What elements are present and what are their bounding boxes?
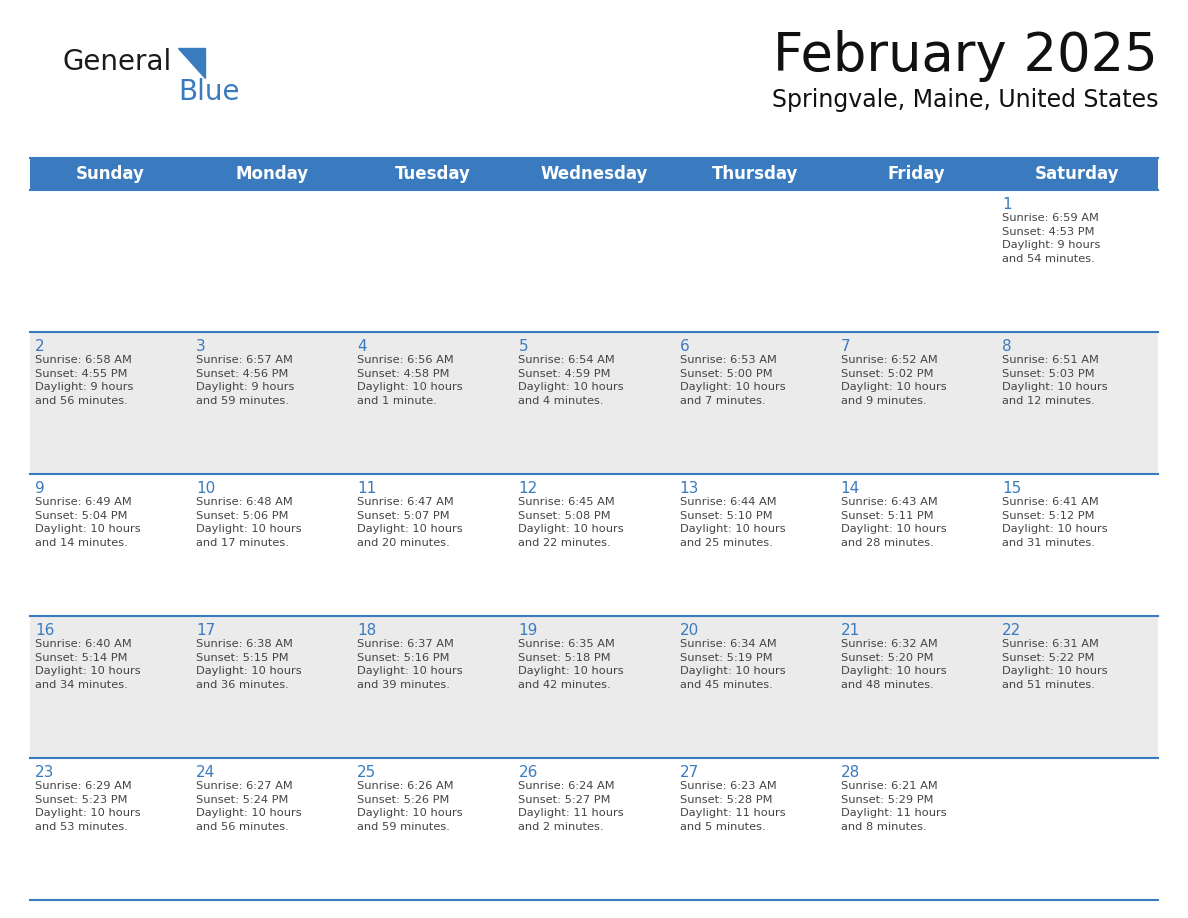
Text: 4: 4 <box>358 339 367 354</box>
Bar <box>30 616 1158 758</box>
Text: Sunrise: 6:58 AM
Sunset: 4:55 PM
Daylight: 9 hours
and 56 minutes.: Sunrise: 6:58 AM Sunset: 4:55 PM Dayligh… <box>34 355 133 406</box>
Text: 8: 8 <box>1001 339 1011 354</box>
Text: Sunrise: 6:29 AM
Sunset: 5:23 PM
Daylight: 10 hours
and 53 minutes.: Sunrise: 6:29 AM Sunset: 5:23 PM Dayligh… <box>34 781 140 832</box>
Text: Thursday: Thursday <box>712 165 798 183</box>
Text: 5: 5 <box>518 339 527 354</box>
Text: 12: 12 <box>518 481 538 496</box>
Text: Sunrise: 6:26 AM
Sunset: 5:26 PM
Daylight: 10 hours
and 59 minutes.: Sunrise: 6:26 AM Sunset: 5:26 PM Dayligh… <box>358 781 463 832</box>
Text: Sunrise: 6:27 AM
Sunset: 5:24 PM
Daylight: 10 hours
and 56 minutes.: Sunrise: 6:27 AM Sunset: 5:24 PM Dayligh… <box>196 781 302 832</box>
Text: 19: 19 <box>518 623 538 638</box>
Text: Sunrise: 6:59 AM
Sunset: 4:53 PM
Daylight: 9 hours
and 54 minutes.: Sunrise: 6:59 AM Sunset: 4:53 PM Dayligh… <box>1001 213 1100 263</box>
Text: 21: 21 <box>841 623 860 638</box>
Text: Sunrise: 6:54 AM
Sunset: 4:59 PM
Daylight: 10 hours
and 4 minutes.: Sunrise: 6:54 AM Sunset: 4:59 PM Dayligh… <box>518 355 624 406</box>
Text: Sunrise: 6:47 AM
Sunset: 5:07 PM
Daylight: 10 hours
and 20 minutes.: Sunrise: 6:47 AM Sunset: 5:07 PM Dayligh… <box>358 497 463 548</box>
Bar <box>191 158 353 190</box>
Text: 27: 27 <box>680 765 699 780</box>
Text: 22: 22 <box>1001 623 1022 638</box>
Bar <box>30 158 191 190</box>
Text: Blue: Blue <box>178 78 240 106</box>
Text: Sunrise: 6:44 AM
Sunset: 5:10 PM
Daylight: 10 hours
and 25 minutes.: Sunrise: 6:44 AM Sunset: 5:10 PM Dayligh… <box>680 497 785 548</box>
Text: 20: 20 <box>680 623 699 638</box>
Text: 23: 23 <box>34 765 55 780</box>
Text: 26: 26 <box>518 765 538 780</box>
Text: Saturday: Saturday <box>1035 165 1119 183</box>
Text: Sunrise: 6:21 AM
Sunset: 5:29 PM
Daylight: 11 hours
and 8 minutes.: Sunrise: 6:21 AM Sunset: 5:29 PM Dayligh… <box>841 781 947 832</box>
Text: 14: 14 <box>841 481 860 496</box>
Text: Sunrise: 6:35 AM
Sunset: 5:18 PM
Daylight: 10 hours
and 42 minutes.: Sunrise: 6:35 AM Sunset: 5:18 PM Dayligh… <box>518 639 624 689</box>
Text: Sunrise: 6:57 AM
Sunset: 4:56 PM
Daylight: 9 hours
and 59 minutes.: Sunrise: 6:57 AM Sunset: 4:56 PM Dayligh… <box>196 355 295 406</box>
Bar <box>353 158 513 190</box>
Text: Tuesday: Tuesday <box>394 165 470 183</box>
Text: Sunrise: 6:43 AM
Sunset: 5:11 PM
Daylight: 10 hours
and 28 minutes.: Sunrise: 6:43 AM Sunset: 5:11 PM Dayligh… <box>841 497 947 548</box>
Text: Sunrise: 6:34 AM
Sunset: 5:19 PM
Daylight: 10 hours
and 45 minutes.: Sunrise: 6:34 AM Sunset: 5:19 PM Dayligh… <box>680 639 785 689</box>
Text: 28: 28 <box>841 765 860 780</box>
Bar <box>30 190 1158 332</box>
Text: Sunrise: 6:37 AM
Sunset: 5:16 PM
Daylight: 10 hours
and 39 minutes.: Sunrise: 6:37 AM Sunset: 5:16 PM Dayligh… <box>358 639 463 689</box>
Bar <box>513 158 675 190</box>
Text: February 2025: February 2025 <box>773 30 1158 82</box>
Text: Sunrise: 6:32 AM
Sunset: 5:20 PM
Daylight: 10 hours
and 48 minutes.: Sunrise: 6:32 AM Sunset: 5:20 PM Dayligh… <box>841 639 947 689</box>
Text: Sunrise: 6:49 AM
Sunset: 5:04 PM
Daylight: 10 hours
and 14 minutes.: Sunrise: 6:49 AM Sunset: 5:04 PM Dayligh… <box>34 497 140 548</box>
Bar <box>30 332 1158 474</box>
Text: 13: 13 <box>680 481 699 496</box>
Text: 24: 24 <box>196 765 215 780</box>
Bar <box>30 474 1158 616</box>
Text: Sunday: Sunday <box>76 165 145 183</box>
Text: Sunrise: 6:56 AM
Sunset: 4:58 PM
Daylight: 10 hours
and 1 minute.: Sunrise: 6:56 AM Sunset: 4:58 PM Dayligh… <box>358 355 463 406</box>
Text: Sunrise: 6:48 AM
Sunset: 5:06 PM
Daylight: 10 hours
and 17 minutes.: Sunrise: 6:48 AM Sunset: 5:06 PM Dayligh… <box>196 497 302 548</box>
Polygon shape <box>178 48 206 78</box>
Text: 6: 6 <box>680 339 689 354</box>
Text: 25: 25 <box>358 765 377 780</box>
Text: 7: 7 <box>841 339 851 354</box>
Text: Sunrise: 6:45 AM
Sunset: 5:08 PM
Daylight: 10 hours
and 22 minutes.: Sunrise: 6:45 AM Sunset: 5:08 PM Dayligh… <box>518 497 624 548</box>
Text: Sunrise: 6:23 AM
Sunset: 5:28 PM
Daylight: 11 hours
and 5 minutes.: Sunrise: 6:23 AM Sunset: 5:28 PM Dayligh… <box>680 781 785 832</box>
Text: Springvale, Maine, United States: Springvale, Maine, United States <box>771 88 1158 112</box>
Bar <box>835 158 997 190</box>
Text: Sunrise: 6:52 AM
Sunset: 5:02 PM
Daylight: 10 hours
and 9 minutes.: Sunrise: 6:52 AM Sunset: 5:02 PM Dayligh… <box>841 355 947 406</box>
Text: Friday: Friday <box>887 165 946 183</box>
Text: 18: 18 <box>358 623 377 638</box>
Bar <box>997 158 1158 190</box>
Text: Sunrise: 6:41 AM
Sunset: 5:12 PM
Daylight: 10 hours
and 31 minutes.: Sunrise: 6:41 AM Sunset: 5:12 PM Dayligh… <box>1001 497 1107 548</box>
Text: 2: 2 <box>34 339 45 354</box>
Text: 10: 10 <box>196 481 215 496</box>
Text: 1: 1 <box>1001 197 1011 212</box>
Text: 11: 11 <box>358 481 377 496</box>
Text: General: General <box>62 48 171 76</box>
Text: 17: 17 <box>196 623 215 638</box>
Text: Sunrise: 6:40 AM
Sunset: 5:14 PM
Daylight: 10 hours
and 34 minutes.: Sunrise: 6:40 AM Sunset: 5:14 PM Dayligh… <box>34 639 140 689</box>
Bar <box>30 758 1158 900</box>
Text: 3: 3 <box>196 339 206 354</box>
Text: 16: 16 <box>34 623 55 638</box>
Text: Sunrise: 6:31 AM
Sunset: 5:22 PM
Daylight: 10 hours
and 51 minutes.: Sunrise: 6:31 AM Sunset: 5:22 PM Dayligh… <box>1001 639 1107 689</box>
Bar <box>675 158 835 190</box>
Text: Sunrise: 6:38 AM
Sunset: 5:15 PM
Daylight: 10 hours
and 36 minutes.: Sunrise: 6:38 AM Sunset: 5:15 PM Dayligh… <box>196 639 302 689</box>
Text: Monday: Monday <box>235 165 308 183</box>
Text: Sunrise: 6:53 AM
Sunset: 5:00 PM
Daylight: 10 hours
and 7 minutes.: Sunrise: 6:53 AM Sunset: 5:00 PM Dayligh… <box>680 355 785 406</box>
Text: 9: 9 <box>34 481 45 496</box>
Text: Sunrise: 6:51 AM
Sunset: 5:03 PM
Daylight: 10 hours
and 12 minutes.: Sunrise: 6:51 AM Sunset: 5:03 PM Dayligh… <box>1001 355 1107 406</box>
Text: 15: 15 <box>1001 481 1022 496</box>
Text: Sunrise: 6:24 AM
Sunset: 5:27 PM
Daylight: 11 hours
and 2 minutes.: Sunrise: 6:24 AM Sunset: 5:27 PM Dayligh… <box>518 781 624 832</box>
Text: Wednesday: Wednesday <box>541 165 647 183</box>
